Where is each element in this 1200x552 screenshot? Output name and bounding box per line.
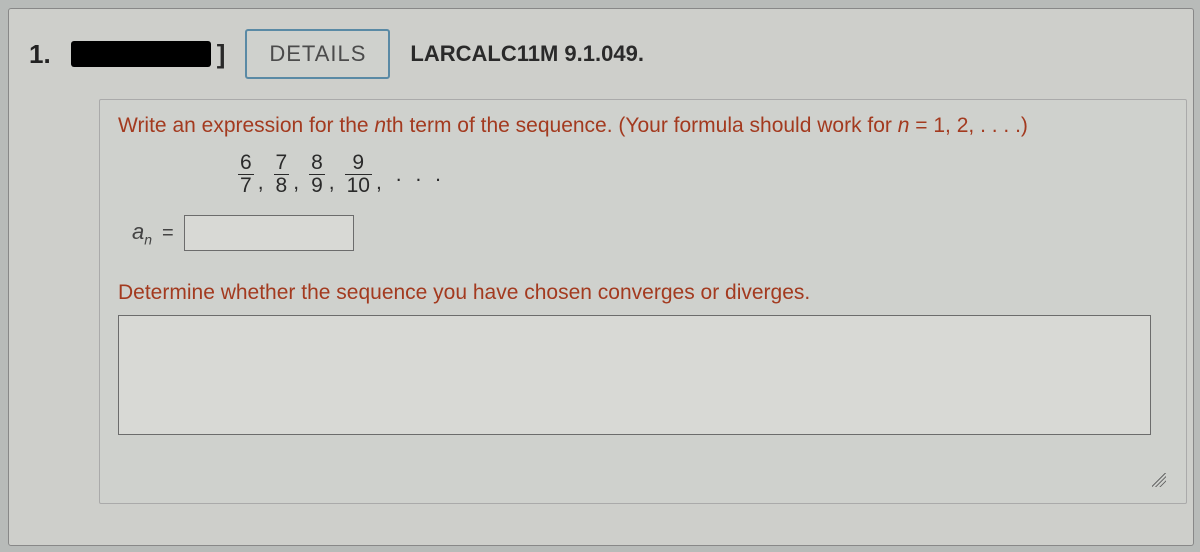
question-reference: LARCALC11M 9.1.049. [410, 41, 644, 67]
prompt-text: Write an expression for the nth term of … [118, 114, 1172, 138]
convergence-textarea[interactable] [118, 315, 1151, 435]
denominator: 9 [309, 175, 325, 197]
symbol-subscript: n [144, 231, 152, 247]
nth-term-input[interactable] [184, 215, 354, 251]
denominator: 7 [238, 175, 254, 197]
answer-row: an = [132, 215, 1172, 251]
prompt-n-var: n [898, 114, 910, 137]
answer-symbol: an [132, 219, 152, 247]
question-number: 1. [29, 39, 51, 70]
prompt-suffix: = 1, 2, . . . .) [909, 114, 1027, 137]
details-button[interactable]: DETAILS [245, 29, 390, 79]
fraction-term: 9 10 [345, 152, 372, 197]
sub-prompt-text: Determine whether the sequence you have … [118, 281, 1172, 305]
ellipsis: . . . [392, 163, 445, 187]
prompt-prefix: Write an expression for the [118, 114, 374, 137]
term-separator: , [376, 171, 382, 195]
equals-sign: = [162, 222, 174, 245]
points-redacted [71, 41, 211, 67]
denominator: 10 [345, 175, 372, 197]
numerator: 7 [274, 152, 290, 174]
prompt-nth-var: n [374, 114, 386, 137]
bracket-decor: ] [217, 39, 226, 70]
term-separator: , [329, 171, 335, 195]
symbol-base: a [132, 219, 144, 244]
fraction-term: 7 8 [274, 152, 290, 197]
numerator: 8 [309, 152, 325, 174]
numerator: 9 [350, 152, 366, 174]
question-header: 1. ] DETAILS LARCALC11M 9.1.049. [9, 9, 1193, 89]
fraction-term: 6 7 [238, 152, 254, 197]
term-separator: , [258, 171, 264, 195]
fraction-term: 8 9 [309, 152, 325, 197]
denominator: 8 [274, 175, 290, 197]
prompt-mid: th term of the sequence. (Your formula s… [386, 114, 898, 137]
numerator: 6 [238, 152, 254, 174]
sequence-display: 6 7 , 7 8 , 8 9 , 9 [238, 152, 1172, 197]
term-separator: , [293, 171, 299, 195]
resize-handle-icon [1152, 473, 1166, 487]
question-container: 1. ] DETAILS LARCALC11M 9.1.049. Write a… [8, 8, 1194, 546]
question-body: Write an expression for the nth term of … [99, 99, 1187, 504]
